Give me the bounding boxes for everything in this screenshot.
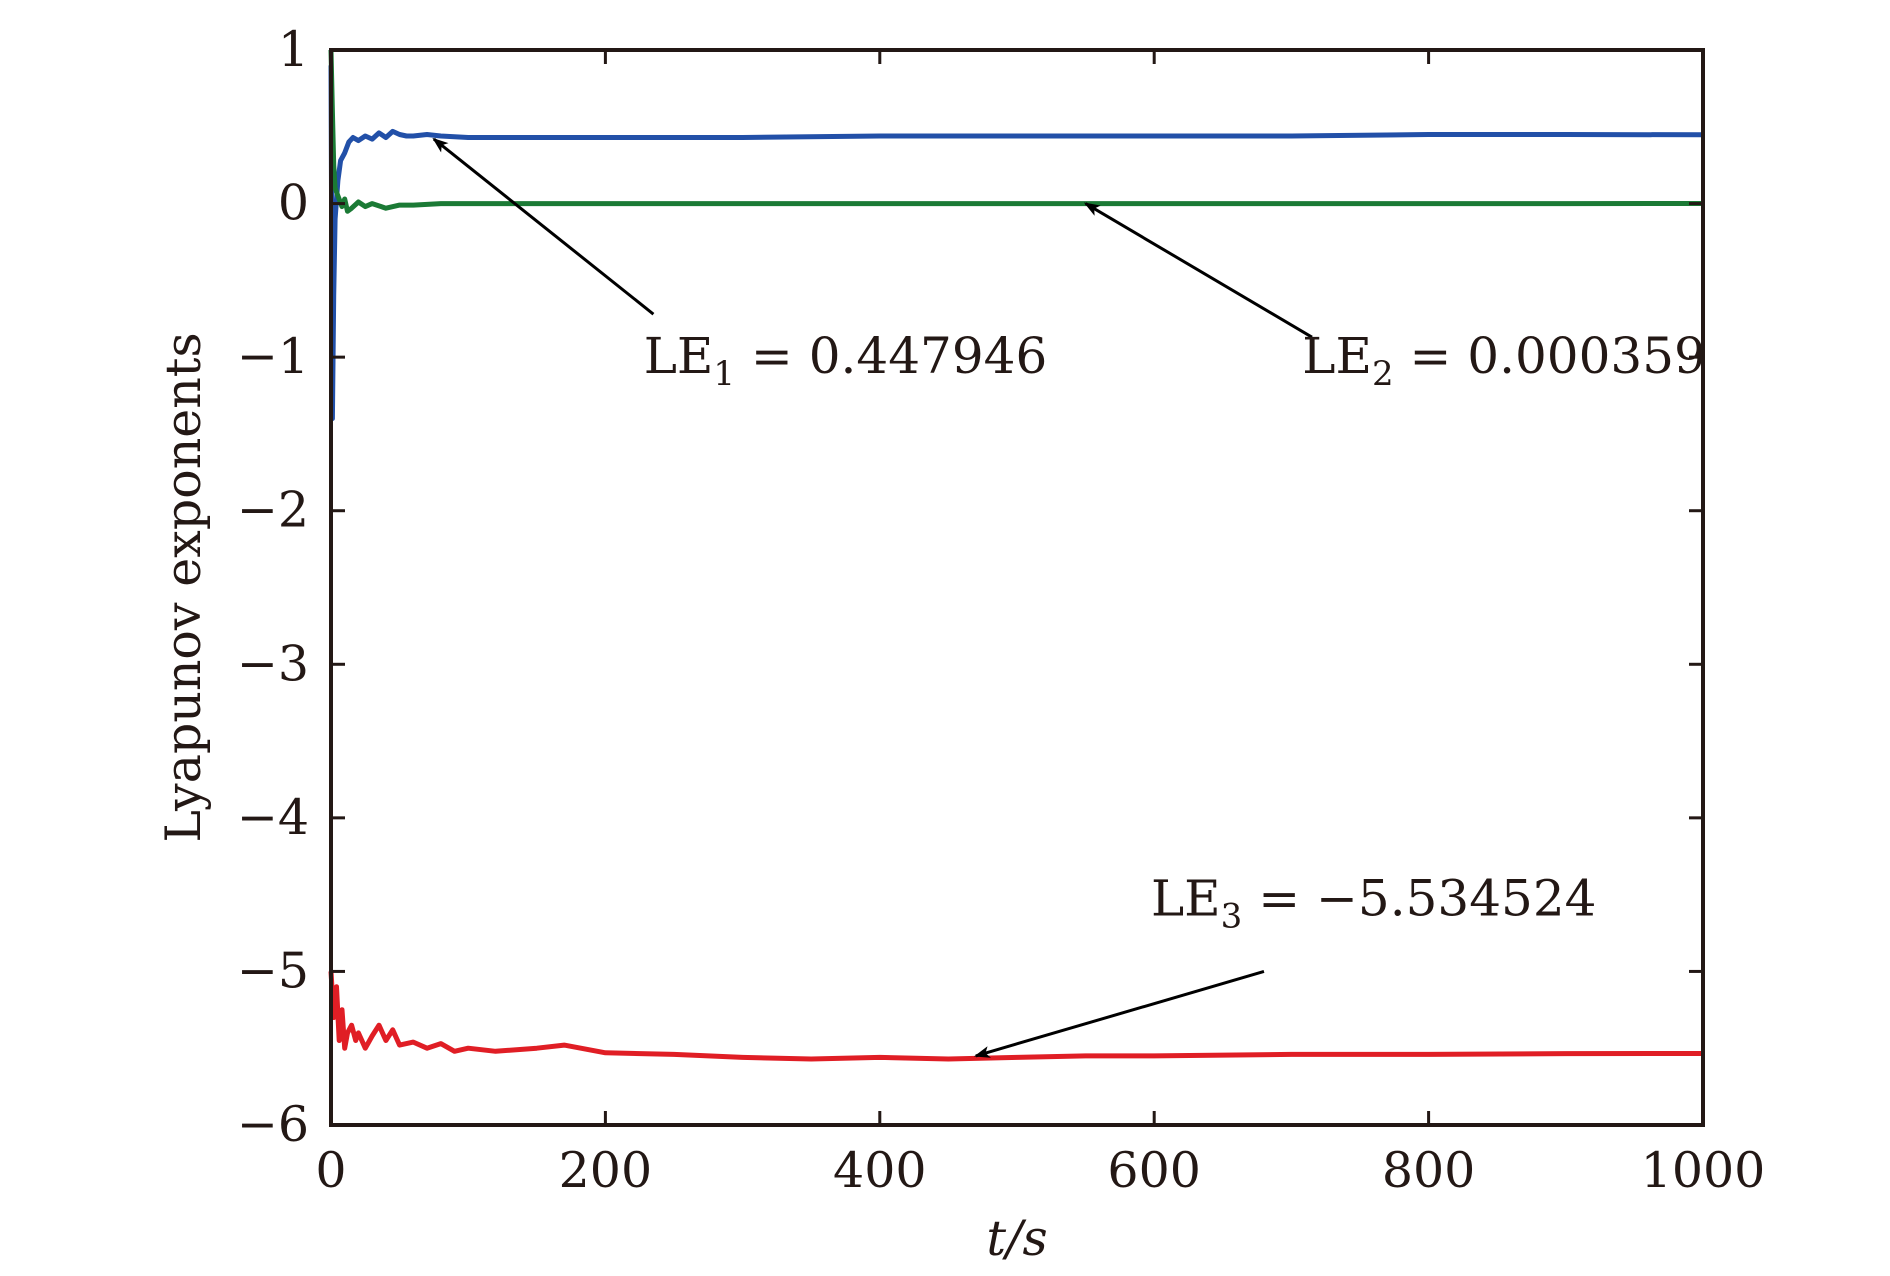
y-tick-label: 1 (278, 21, 309, 78)
plot-frame (329, 48, 1705, 1127)
annotation-le1: LE1 = 0.447946 (644, 327, 1048, 394)
annotation-labels: LE1 = 0.447946 LE2 = 0.000359 LE3 = −5.534… (644, 327, 1706, 936)
y-tick-label: −1 (237, 328, 309, 385)
x-axis-label: t/s (986, 1210, 1047, 1267)
annotation-arrow-2 (1083, 202, 1313, 339)
tick-labels: 0 200 400 600 800 1000 1 0 −1 −2 −3 −4 −5 −6 (237, 21, 1766, 1199)
series-line-1 (328, 65, 1704, 422)
x-tick-label: 600 (1107, 1142, 1201, 1199)
y-tick-label: −6 (237, 1096, 309, 1153)
tick-marks (329, 48, 1705, 1127)
annotation-arrow-1 (432, 137, 655, 316)
series-layer (328, 49, 1704, 1062)
y-tick-label: 0 (278, 175, 309, 232)
x-tick-label: 0 (315, 1142, 346, 1199)
annotation-le2: LE2 = 0.000359 (1302, 327, 1706, 394)
series-line-2 (328, 49, 1704, 214)
annotation-arrow-3 (973, 969, 1265, 1058)
annotation-le3: LE3 = −5.534524 (1151, 869, 1597, 936)
x-tick-label: 1000 (1641, 1142, 1766, 1199)
y-axis-label: Lyapunov exponents (155, 332, 212, 842)
y-tick-label: −4 (237, 789, 309, 846)
annotation-arrows (432, 137, 1313, 1058)
y-tick-label: −3 (237, 635, 309, 692)
x-tick-label: 400 (833, 1142, 927, 1199)
x-tick-label: 800 (1382, 1142, 1476, 1199)
x-tick-label: 200 (559, 1142, 653, 1199)
y-tick-label: −5 (237, 942, 309, 999)
series-line-3 (328, 971, 1704, 1062)
y-tick-label: −2 (237, 482, 309, 539)
